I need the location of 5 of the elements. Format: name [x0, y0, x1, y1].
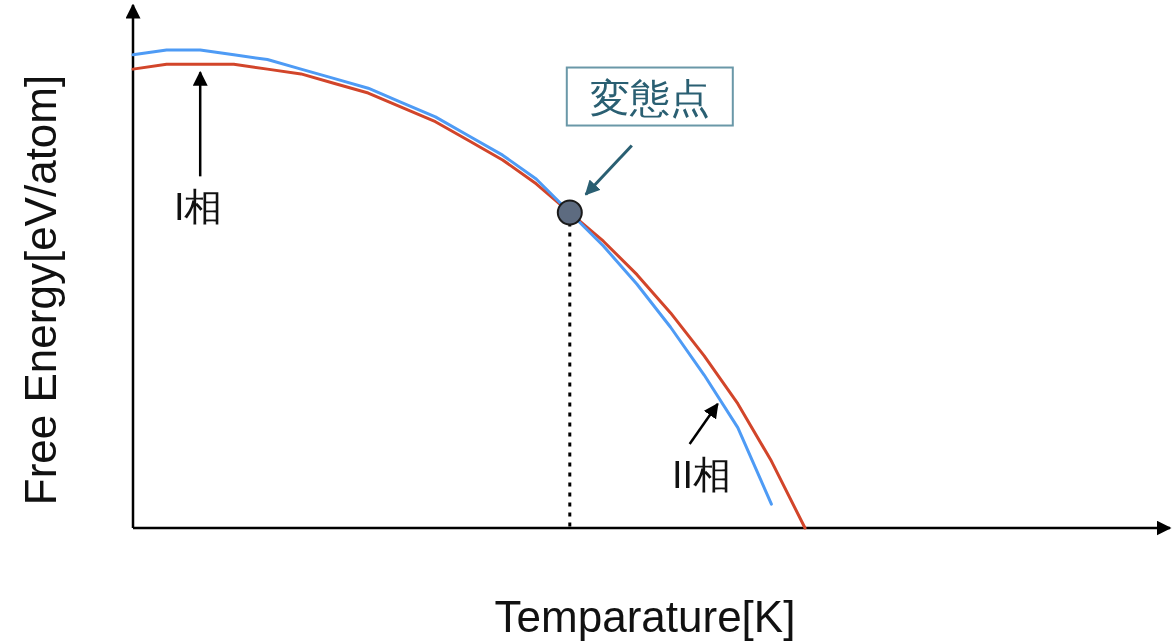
x-axis-title: Temparature[K] [494, 592, 796, 641]
annotation: 変態点 [589, 75, 710, 120]
annotation: I相 [173, 186, 223, 229]
annotation: II相 [672, 454, 732, 497]
y-axis-title: Free Energy[eV/atom] [16, 74, 65, 506]
